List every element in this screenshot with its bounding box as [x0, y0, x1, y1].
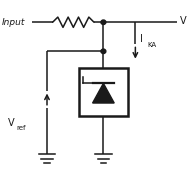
- Circle shape: [101, 20, 106, 24]
- Text: I: I: [140, 34, 143, 44]
- Text: KA: KA: [148, 42, 157, 48]
- Polygon shape: [92, 83, 114, 103]
- Text: Input: Input: [2, 18, 25, 27]
- Text: V: V: [180, 16, 186, 26]
- Bar: [79, 68, 128, 116]
- Circle shape: [101, 49, 106, 54]
- Text: ref: ref: [17, 125, 26, 131]
- Text: V: V: [8, 118, 14, 128]
